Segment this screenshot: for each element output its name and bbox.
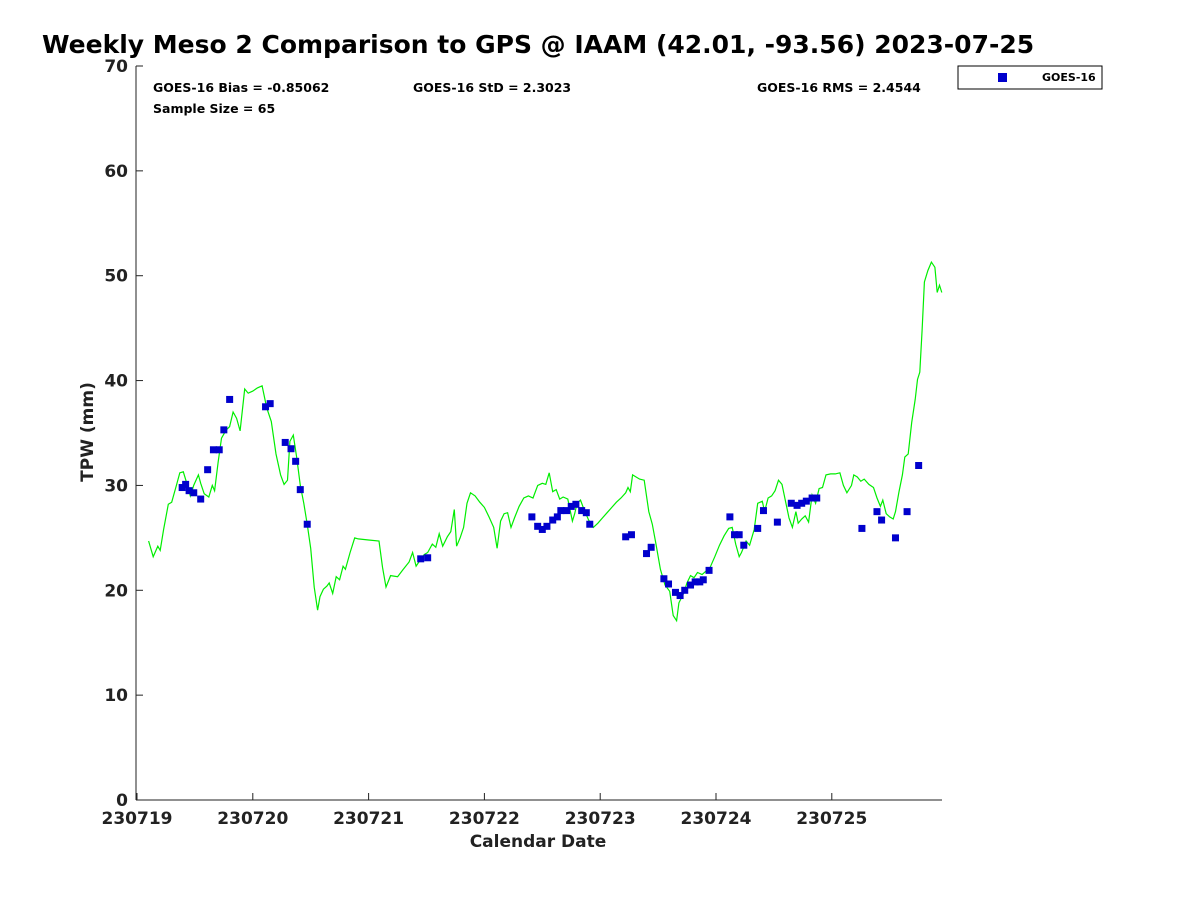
data-point-goes16 (691, 578, 699, 586)
data-point-goes16 (528, 513, 536, 521)
x-tick-label: 230723 (565, 809, 636, 829)
data-point-goes16 (182, 480, 190, 488)
data-point-goes16 (197, 495, 205, 503)
data-point-goes16 (292, 457, 300, 465)
data-point-goes16 (567, 502, 575, 510)
x-tick-label: 230720 (217, 809, 288, 829)
data-point-goes16 (687, 581, 695, 589)
data-point-goes16 (808, 494, 816, 502)
y-axis-label: TPW (mm) (78, 382, 98, 482)
data-point-goes16 (878, 516, 886, 524)
data-point-goes16 (671, 588, 679, 596)
stat-sample-size: Sample Size = 65 (153, 101, 275, 116)
data-point-goes16 (915, 462, 923, 470)
x-axis-label: Calendar Date (470, 832, 607, 852)
data-point-goes16 (209, 446, 217, 454)
data-point-goes16 (220, 426, 228, 434)
chart-title: Weekly Meso 2 Comparison to GPS @ IAAM (… (42, 30, 1035, 59)
data-point-goes16 (731, 531, 739, 539)
legend: GOES-16 (957, 65, 1103, 90)
data-point-goes16 (190, 489, 198, 497)
data-point-goes16 (538, 525, 546, 533)
data-point-goes16 (647, 543, 655, 551)
data-point-goes16 (549, 516, 557, 524)
y-tick-label: 0 (116, 791, 128, 811)
data-point-goes16 (582, 509, 590, 517)
data-point-goes16 (759, 507, 767, 515)
y-tick-label: 70 (104, 57, 128, 77)
data-point-goes16 (798, 499, 806, 507)
stat-rms: GOES-16 RMS = 2.4544 (757, 80, 921, 95)
stat-bias: GOES-16 Bias = -0.85062 (153, 80, 329, 95)
y-tick-label: 20 (104, 581, 128, 601)
y-tick-label: 60 (104, 162, 128, 182)
legend-label-goes16: GOES-16 (1042, 71, 1096, 84)
data-point-goes16 (740, 541, 748, 549)
data-point-goes16 (726, 513, 734, 521)
data-point-goes16 (424, 554, 432, 562)
data-point-goes16 (660, 575, 668, 583)
data-point-goes16 (417, 555, 425, 563)
data-point-goes16 (204, 466, 212, 474)
data-point-goes16 (773, 518, 781, 526)
data-point-goes16 (754, 524, 762, 532)
data-point-goes16 (215, 446, 223, 454)
data-point-goes16 (266, 400, 274, 408)
y-tick-label: 40 (104, 372, 128, 392)
data-point-goes16 (262, 403, 270, 411)
legend-marker-goes16 (998, 73, 1007, 82)
legend-box (957, 65, 1103, 90)
data-point-goes16 (813, 494, 821, 502)
data-point-goes16 (787, 499, 795, 507)
data-point-goes16 (578, 507, 586, 515)
data-point-goes16 (303, 520, 311, 528)
data-point-goes16 (858, 524, 866, 532)
data-point-goes16 (296, 486, 304, 494)
data-point-goes16 (665, 580, 673, 588)
data-point-goes16 (627, 531, 635, 539)
y-tick-label: 10 (104, 686, 128, 706)
data-point-goes16 (534, 522, 542, 530)
data-point-goes16 (553, 513, 561, 521)
data-point-goes16 (793, 501, 801, 509)
data-point-goes16 (586, 520, 594, 528)
data-point-goes16 (891, 534, 899, 542)
data-point-goes16 (281, 438, 289, 446)
data-point-goes16 (699, 576, 707, 584)
y-tick-label: 30 (104, 476, 128, 496)
data-point-goes16 (543, 522, 551, 530)
data-point-goes16 (287, 445, 295, 453)
stat-std: GOES-16 StD = 2.3023 (413, 80, 571, 95)
data-point-goes16 (185, 487, 193, 495)
x-tick-label: 230722 (449, 809, 520, 829)
axes: 0 10 20 30 40 50 60 70 230719 230720 230721 230722 2… (102, 57, 942, 829)
data-point-goes16 (226, 395, 234, 403)
y-tick-label: 50 (104, 267, 128, 287)
data-point-goes16 (705, 566, 713, 574)
data-point-goes16 (557, 507, 565, 515)
data-point-goes16 (572, 500, 580, 508)
data-point-goes16 (903, 508, 911, 516)
x-tick-label: 230719 (102, 809, 173, 829)
data-point-goes16 (735, 531, 743, 539)
data-point-goes16 (873, 508, 881, 516)
data-point-goes16 (643, 550, 651, 558)
x-tick-label: 230721 (333, 809, 404, 829)
data-point-goes16 (563, 507, 571, 515)
plot-area (148, 260, 943, 623)
data-point-goes16 (802, 497, 810, 505)
data-point-goes16 (676, 592, 684, 600)
data-point-goes16 (681, 586, 689, 594)
data-point-goes16 (622, 533, 630, 541)
series-line-gps (148, 260, 943, 623)
x-tick-label: 230725 (796, 809, 867, 829)
x-tick-label: 230724 (681, 809, 752, 829)
